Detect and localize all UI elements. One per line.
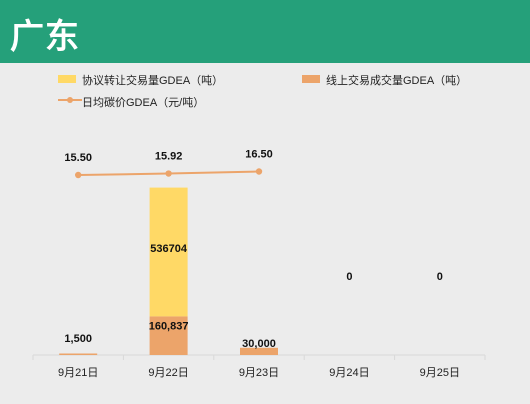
legend-label-series2: 线上交易成交量GDEA（吨）: [326, 75, 468, 87]
price-point: [75, 171, 82, 179]
bar-online-volume: [59, 353, 98, 355]
data-label-online-volume: 0: [346, 271, 352, 283]
legend-swatch-series2: [302, 75, 320, 83]
price-point: [255, 168, 263, 175]
bar-agreement-volume: [149, 187, 188, 317]
data-label-online-volume: 1,500: [64, 333, 92, 345]
chart-area: 协议转让交易量GDEA（吨） 线上交易成交量GDEA（吨） 日均碳价GDEA（元…: [0, 63, 530, 404]
data-label-online-volume: 160,837: [149, 320, 189, 332]
page-title: 广东: [10, 17, 80, 57]
data-label-agreement-volume: 536704: [150, 243, 188, 255]
legend-swatch-series3: [58, 97, 82, 103]
x-tick-label: 9月21日: [58, 367, 98, 379]
bar-online-volume: [240, 347, 278, 355]
x-tick-label: 9月22日: [148, 367, 188, 379]
data-label-online-volume: 30,000: [242, 338, 276, 350]
data-label-price: 16.50: [245, 149, 273, 161]
data-label-price: 15.92: [155, 151, 183, 163]
bar-online-volume: [149, 316, 188, 355]
header-bar: 广东: [0, 0, 530, 63]
x-tick-label: 9月25日: [420, 367, 460, 379]
data-label-price: 15.50: [64, 152, 92, 164]
legend-label-series3: 日均碳价GDEA（元/吨）: [82, 97, 205, 109]
legend-swatch-series1: [58, 75, 76, 83]
legend-label-series1: 协议转让交易量GDEA（吨）: [82, 75, 224, 87]
x-tick-label: 9月24日: [329, 367, 369, 379]
price-point: [165, 170, 172, 177]
x-tick-label: 9月23日: [239, 367, 279, 379]
data-label-online-volume: 0: [437, 271, 443, 283]
